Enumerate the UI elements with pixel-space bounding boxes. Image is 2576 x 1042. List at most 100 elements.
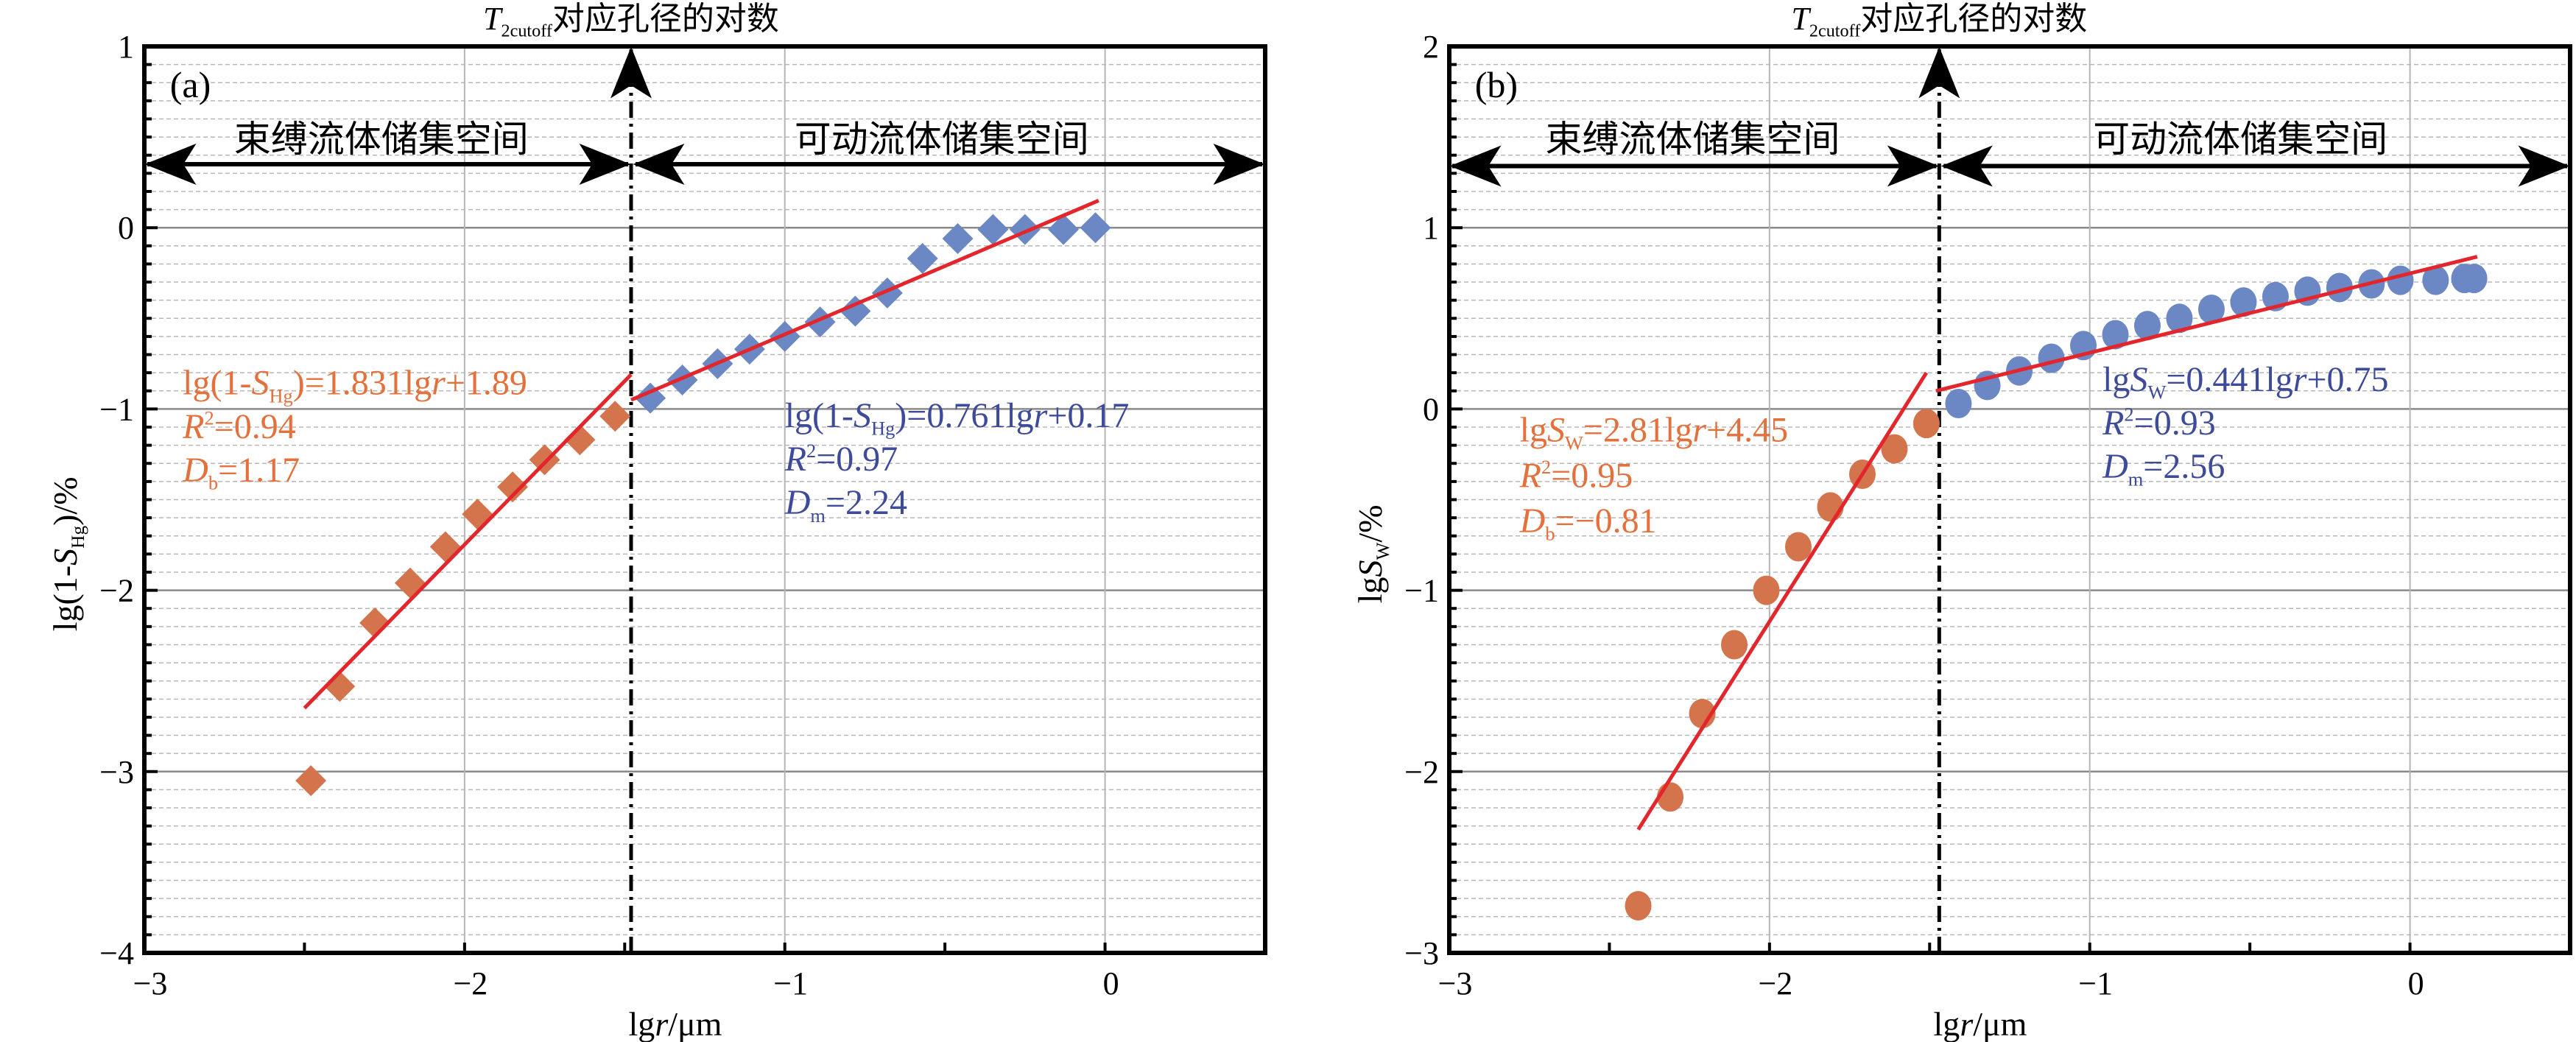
text-segment: =−0.81	[1555, 501, 1657, 541]
text-segment: S	[1547, 411, 1565, 450]
x-axis-label: lgr/μm	[629, 1005, 722, 1042]
text-segment: r	[1960, 1005, 1974, 1042]
x-tick-label: −1	[773, 965, 808, 1001]
bound-region-label: 束缚流体储集空间	[234, 119, 529, 160]
x-tick-label: −2	[453, 965, 488, 1001]
bound-data-point	[497, 471, 529, 503]
x-tick-label: −3	[133, 965, 168, 1001]
y-tick-label: −1	[1404, 573, 1439, 609]
text-segment: )/%	[46, 476, 84, 525]
text-segment: m	[2128, 468, 2144, 490]
bound-data-point	[1912, 409, 1940, 439]
text-segment: S	[854, 396, 871, 435]
movable-fit-equation: lg(1-SHg)=0.761lgr+0.17	[785, 396, 1130, 440]
text-segment: 2	[806, 440, 816, 462]
cutoff-title: T2cutoff对应孔径的对数	[483, 1, 779, 41]
text-segment: 2	[205, 407, 214, 429]
text-segment: Hg	[269, 384, 292, 406]
movable-data-point	[2422, 265, 2449, 295]
text-segment: R	[2102, 404, 2124, 443]
text-segment: /%	[1351, 504, 1389, 542]
text-segment: m	[810, 504, 826, 527]
panel-label: (a)	[170, 64, 211, 105]
bound-data-point	[1721, 630, 1748, 660]
text-segment: lg(1-	[46, 566, 84, 631]
y-tick-label: 0	[1423, 391, 1439, 427]
bound-region-label: 束缚流体储集空间	[1545, 119, 1840, 160]
movable-data-point	[769, 320, 800, 352]
text-segment: =2.81lg	[1583, 411, 1692, 450]
movable-data-point	[977, 214, 1009, 245]
movable-fit-line	[630, 198, 1099, 402]
movable-fit-line	[1935, 255, 2478, 393]
text-segment: W	[1565, 432, 1583, 454]
text-segment: 对应孔径的对数	[552, 1, 779, 37]
text-segment: T	[1791, 1, 1812, 37]
text-segment: 对应孔径的对数	[1860, 1, 2087, 37]
panel-label: (b)	[1475, 64, 1518, 105]
x-axis-label: lgr/μm	[1934, 1005, 2027, 1042]
text-segment: lg	[1520, 411, 1547, 450]
movable-data-point	[2230, 287, 2257, 317]
text-segment: D	[1519, 501, 1546, 541]
bound-fit-line	[1636, 371, 1929, 831]
x-tick-label: −2	[1758, 965, 1792, 1001]
bound-data-point	[1784, 532, 1812, 562]
movable-data-point	[907, 243, 938, 275]
x-tick-label: −1	[2078, 965, 2113, 1001]
movable-data-point	[2197, 294, 2225, 324]
cutoff-title: T2cutoff对应孔径的对数	[1791, 1, 2087, 41]
plot-frame	[142, 44, 1267, 955]
movable-data-point	[1009, 214, 1041, 245]
bound-fit-line	[303, 373, 633, 710]
bound-data-point	[295, 765, 327, 797]
bound-data-point	[1881, 434, 1908, 464]
bound-data-point	[529, 444, 560, 476]
text-segment: =0.94	[214, 407, 296, 446]
bound-data-point	[1625, 890, 1652, 920]
text-segment: +4.45	[1706, 411, 1788, 450]
bound-data-point	[1753, 575, 1780, 605]
y-axis-label: lgSW/%	[1351, 504, 1393, 603]
text-segment: R	[1519, 456, 1541, 495]
bound-data-point	[359, 607, 391, 638]
bound-r-squared: R2=0.95	[1519, 456, 1633, 495]
text-segment: lg	[629, 1005, 655, 1042]
text-segment: 2	[2124, 404, 2133, 426]
text-segment: r	[1034, 396, 1048, 435]
y-tick-label: 2	[1423, 29, 1439, 65]
text-segment: =0.441lg	[2166, 360, 2292, 399]
bound-fractal-dimension: Db=1.17	[182, 451, 300, 494]
y-tick-label: 1	[118, 29, 134, 65]
movable-data-point	[2133, 311, 2161, 341]
text-segment: W	[2147, 381, 2166, 403]
movable-data-point	[1080, 212, 1111, 244]
movable-fit-equation: lgSW=0.441lgr+0.75	[2102, 360, 2388, 404]
text-segment: /μm	[668, 1005, 722, 1042]
movable-data-point	[2326, 272, 2353, 303]
chart-panel-a: −4−3−2−101−3 −2 −1 0lgr/μmlg(1-SHg)/%T2cuto…	[46, 1, 1267, 1042]
text-segment: lg(1-	[183, 364, 251, 403]
movable-fractal-dimension: Dm=2.56	[2102, 447, 2225, 490]
text-segment: S	[1351, 560, 1389, 577]
text-segment: R	[784, 440, 806, 479]
text-segment: D	[784, 483, 811, 522]
bound-data-point	[462, 499, 493, 530]
text-segment: Hg	[68, 526, 88, 549]
text-segment: D	[2102, 447, 2128, 486]
text-segment: S	[46, 549, 84, 566]
text-segment: r	[2293, 360, 2307, 399]
text-segment: lg	[2102, 360, 2130, 399]
bound-data-point	[599, 401, 631, 432]
bound-r-squared: R2=0.94	[182, 407, 296, 446]
text-segment: r	[655, 1005, 669, 1042]
y-tick-label: −4	[99, 935, 134, 971]
y-tick-label: −2	[1404, 754, 1439, 790]
text-segment: S	[251, 364, 269, 403]
text-segment: R	[182, 407, 204, 446]
movable-data-point	[1945, 389, 1972, 419]
text-segment: W	[1373, 542, 1393, 560]
